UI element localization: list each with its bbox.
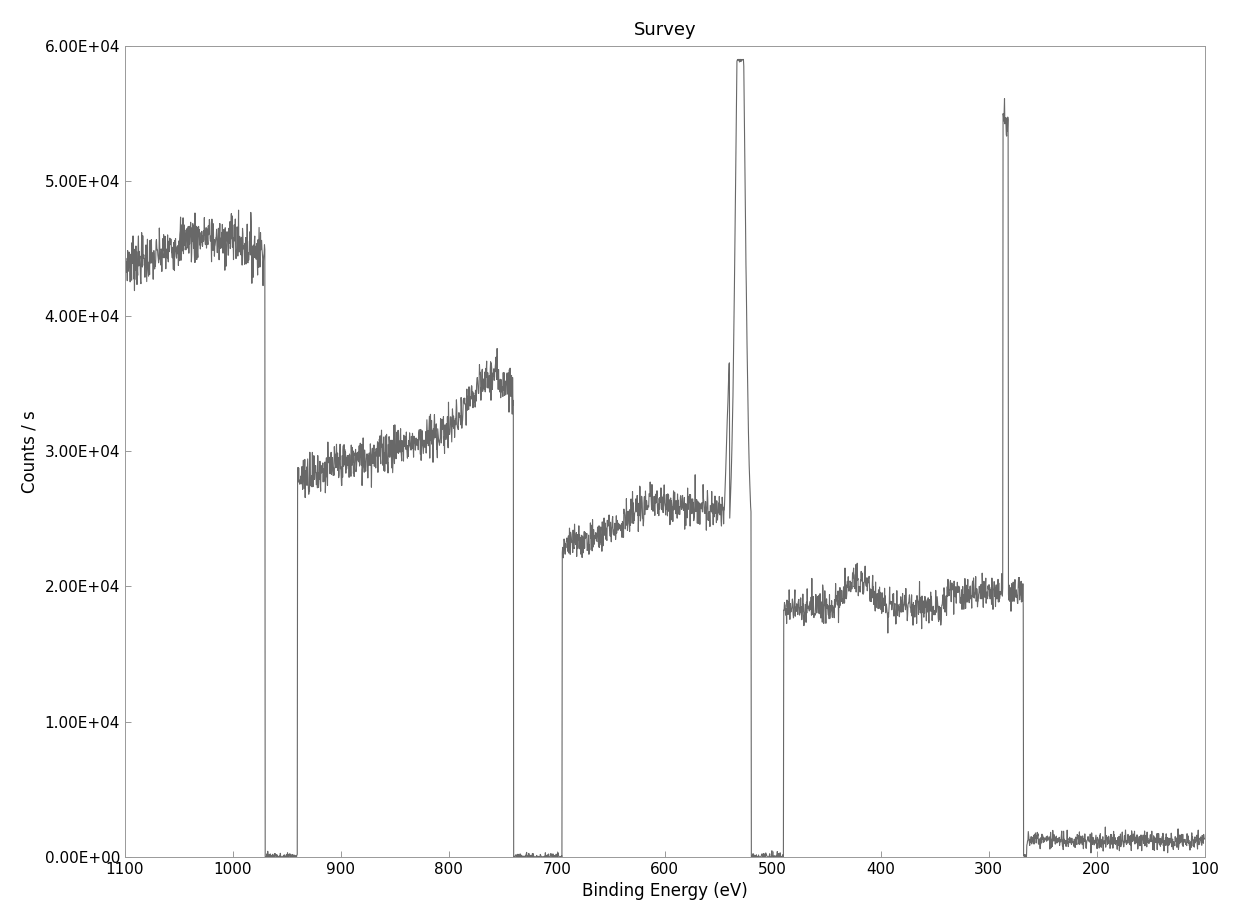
Y-axis label: Counts / s: Counts / s: [21, 410, 38, 493]
Title: Survey: Survey: [634, 21, 696, 39]
X-axis label: Binding Energy (eV): Binding Energy (eV): [582, 882, 748, 900]
